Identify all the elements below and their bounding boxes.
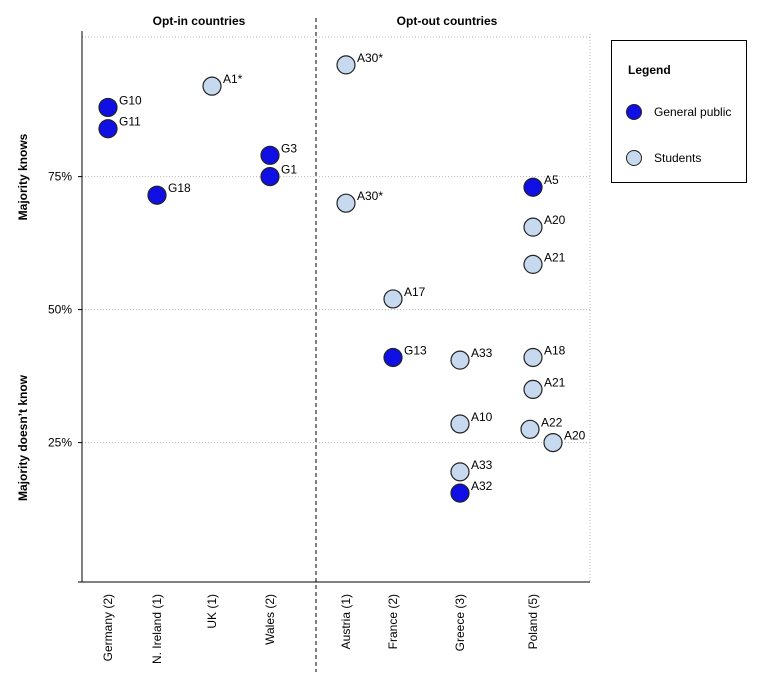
point-label: A10 bbox=[471, 410, 493, 424]
point-general-public bbox=[98, 97, 118, 118]
point-general-public bbox=[260, 167, 280, 187]
legend-swatch-students bbox=[626, 150, 642, 166]
point-label: A33 bbox=[471, 346, 493, 360]
legend-label-students: Students bbox=[654, 151, 702, 165]
y-axis-label-lower: Majority doesn’t know bbox=[16, 374, 30, 501]
point-label: A1* bbox=[223, 72, 243, 86]
point-students bbox=[450, 414, 470, 434]
point-label: A22 bbox=[541, 415, 563, 429]
point-label: G1 bbox=[281, 163, 297, 177]
x-tick-label: UK (1) bbox=[205, 594, 219, 629]
x-tick-label: Austria (1) bbox=[339, 594, 353, 649]
point-students bbox=[202, 76, 222, 96]
point-students bbox=[383, 289, 403, 309]
point-label: A32 bbox=[471, 479, 493, 493]
point-label: A20 bbox=[564, 429, 586, 443]
x-tick-label: France (2) bbox=[386, 594, 400, 649]
x-tick-label: Greece (3) bbox=[453, 594, 467, 651]
point-general-public bbox=[147, 185, 167, 205]
point-label: G10 bbox=[119, 93, 142, 107]
legend-title: Legend bbox=[628, 63, 671, 77]
point-label: A21 bbox=[544, 250, 566, 264]
group-label-opt-in: Opt-in countries bbox=[153, 14, 246, 28]
point-label: G11 bbox=[119, 115, 141, 129]
legend-swatch-general-public bbox=[626, 104, 642, 120]
point-students bbox=[523, 379, 543, 399]
point-students bbox=[336, 193, 356, 213]
point-general-public bbox=[98, 119, 118, 139]
point-students bbox=[336, 55, 356, 75]
y-tick-label: 25% bbox=[48, 436, 72, 450]
point-label: A30* bbox=[357, 189, 383, 203]
point-general-public bbox=[383, 347, 403, 368]
point-label: A18 bbox=[544, 343, 566, 357]
point-general-public bbox=[260, 145, 280, 165]
point-label: A21 bbox=[544, 375, 566, 389]
point-students bbox=[523, 347, 543, 368]
point-general-public bbox=[523, 177, 543, 197]
point-label: A17 bbox=[404, 285, 426, 299]
point-label: A5 bbox=[544, 173, 559, 187]
point-students bbox=[450, 462, 470, 482]
point-students bbox=[520, 419, 540, 439]
y-axis-label-upper: Majority knows bbox=[16, 133, 30, 220]
point-label: A20 bbox=[544, 213, 566, 227]
point-label: A33 bbox=[471, 458, 493, 472]
legend-item-general-public: General public bbox=[626, 104, 731, 120]
legend-item-students: Students bbox=[626, 150, 701, 166]
point-label: G3 bbox=[281, 141, 297, 155]
legend: Legend General public Students bbox=[611, 40, 747, 183]
point-general-public bbox=[450, 483, 470, 503]
y-tick-label: 75% bbox=[48, 170, 72, 184]
group-label-opt-out: Opt-out countries bbox=[397, 14, 498, 28]
x-tick-label: Wales (2) bbox=[263, 594, 277, 645]
point-students bbox=[543, 433, 563, 453]
x-tick-label: Germany (2) bbox=[101, 594, 115, 661]
point-students bbox=[523, 217, 543, 237]
point-students bbox=[450, 350, 470, 370]
point-label: G13 bbox=[404, 343, 427, 357]
point-students bbox=[523, 254, 543, 274]
x-tick-label: N. Ireland (1) bbox=[150, 594, 164, 664]
x-tick-label: Poland (5) bbox=[526, 594, 540, 649]
point-label: A30* bbox=[357, 51, 383, 65]
point-label: G18 bbox=[168, 181, 191, 195]
legend-label-general-public: General public bbox=[654, 105, 732, 119]
y-tick-label: 50% bbox=[48, 303, 72, 317]
